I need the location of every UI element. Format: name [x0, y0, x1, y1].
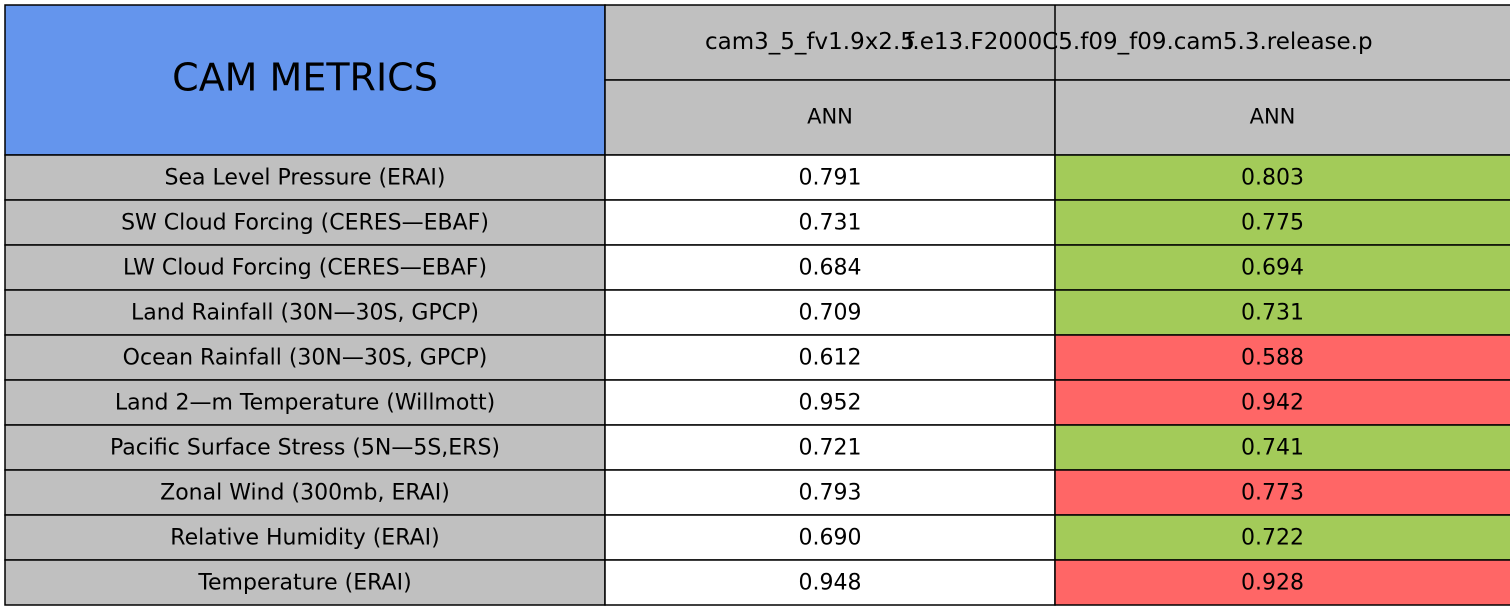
metric-cell	[4, 559, 606, 606]
metric-value: 0.773	[1241, 481, 1304, 506]
metric-value: 0.612	[799, 346, 862, 371]
metric-value: 0.721	[799, 436, 862, 461]
value-cell	[604, 559, 1056, 606]
metric-value: 0.948	[799, 571, 862, 596]
metric-cell	[4, 469, 606, 516]
metric-value: 0.684	[799, 256, 862, 281]
case-name: f.e13.F2000C5.f09_f09.cam5.3.release.p	[906, 29, 1373, 55]
metric-value: 0.803	[1241, 166, 1304, 191]
metric-value: 0.952	[799, 391, 862, 416]
value-cell	[1054, 469, 1510, 516]
season-label: ANN	[1250, 105, 1296, 129]
metric-value: 0.731	[799, 211, 862, 236]
metric-cell	[4, 424, 606, 471]
metric-name: Temperature (ERAI)	[197, 571, 411, 596]
case-name: cam3_5_fv1.9x2.5	[705, 29, 915, 55]
metric-value: 0.775	[1241, 211, 1304, 236]
season-label: ANN	[807, 105, 853, 129]
value-cell	[1054, 334, 1510, 381]
metric-name: Pacific Surface Stress (5N—5S,ERS)	[110, 436, 500, 461]
value-cell	[1054, 199, 1510, 246]
metric-value: 0.722	[1241, 526, 1304, 551]
metric-value: 0.731	[1241, 301, 1304, 326]
metric-name: LW Cloud Forcing (CERES—EBAF)	[123, 256, 487, 281]
value-cell	[1054, 424, 1510, 471]
metric-name: SW Cloud Forcing (CERES—EBAF)	[121, 211, 489, 236]
metric-value: 0.694	[1241, 256, 1304, 281]
metric-value: 0.741	[1241, 436, 1304, 461]
metric-cell	[4, 199, 606, 246]
metric-value: 0.928	[1241, 571, 1304, 596]
value-cell	[1054, 244, 1510, 291]
metric-name: Land 2—m Temperature (Willmott)	[115, 391, 495, 416]
metric-cell	[4, 244, 606, 291]
metric-name: Ocean Rainfall (30N—30S, GPCP)	[123, 346, 488, 371]
title-cell	[4, 4, 606, 156]
value-cell	[604, 244, 1056, 291]
metric-cell	[4, 379, 606, 426]
metric-name: Zonal Wind (300mb, ERAI)	[160, 481, 450, 506]
metric-cell	[4, 289, 606, 336]
metric-value: 0.942	[1241, 391, 1304, 416]
metric-value: 0.793	[799, 481, 862, 506]
case-header	[604, 4, 1510, 81]
table-title: CAM METRICS	[172, 56, 438, 100]
value-cell	[604, 469, 1056, 516]
metric-value: 0.690	[799, 526, 862, 551]
metric-value: 0.791	[799, 166, 862, 191]
metric-name: Sea Level Pressure (ERAI)	[165, 166, 446, 191]
metric-value: 0.709	[799, 301, 862, 326]
season-header	[1054, 79, 1510, 156]
metric-name: Land Rainfall (30N—30S, GPCP)	[131, 301, 479, 326]
metric-value: 0.588	[1241, 346, 1304, 371]
metric-name: Relative Humidity (ERAI)	[170, 526, 439, 551]
value-cell	[1054, 559, 1510, 606]
